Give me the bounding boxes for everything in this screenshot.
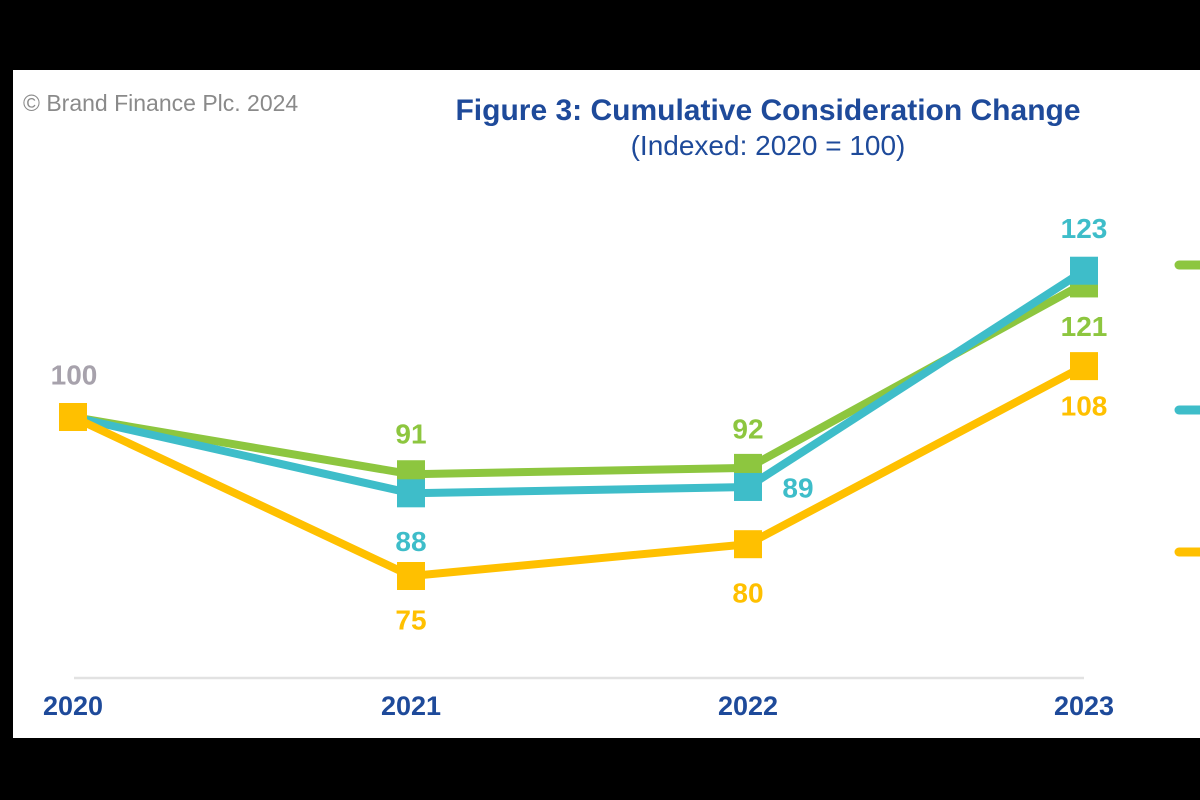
line-yellow <box>71 362 1086 581</box>
marker-yellow-2023 <box>1070 352 1098 381</box>
marker-teal-2023 <box>1070 256 1098 285</box>
chart-title: Figure 3: Cumulative Consideration Chang… <box>455 94 1081 127</box>
marker-yellow-2021 <box>397 562 425 590</box>
chart-title-block: Figure 3: Cumulative Consideration Chang… <box>336 92 1200 163</box>
value-label-yellow-2020: 100 <box>51 360 98 391</box>
marker-teal-2022 <box>734 472 762 501</box>
x-axis-label-2021: 2021 <box>381 691 441 721</box>
value-label-teal-2022: 89 <box>782 472 813 503</box>
value-label-green-2021: 91 <box>395 419 426 450</box>
chart-subtitle: (Indexed: 2020 = 100) <box>630 130 906 161</box>
line-teal <box>72 267 1087 498</box>
copyright-notice: © Brand Finance Plc. 2024 <box>23 90 299 116</box>
value-label-yellow-2022: 80 <box>732 578 763 609</box>
value-label-yellow-2021: 75 <box>395 605 426 636</box>
value-label-teal-2023: 123 <box>1061 213 1108 244</box>
x-axis-label-2023: 2023 <box>1054 691 1114 721</box>
value-label-green-2023: 121 <box>1061 311 1108 342</box>
value-label-green-2022: 92 <box>732 413 763 444</box>
value-label-yellow-2023: 108 <box>1061 391 1108 422</box>
marker-yellow-2022 <box>734 530 762 559</box>
marker-yellow-2020 <box>59 403 87 431</box>
chart-canvas: © Brand Finance Plc. 2024 Figure 3: Cumu… <box>13 70 1200 738</box>
x-axis-label-2022: 2022 <box>718 691 778 721</box>
x-axis-label-2020: 2020 <box>43 691 103 721</box>
consideration-line-chart: 2020 2021 2022 2023 91 92 121 88 89 123 100 75 80 108 <box>43 213 1200 721</box>
marker-teal-2021 <box>397 479 425 508</box>
value-label-teal-2021: 88 <box>395 526 426 557</box>
